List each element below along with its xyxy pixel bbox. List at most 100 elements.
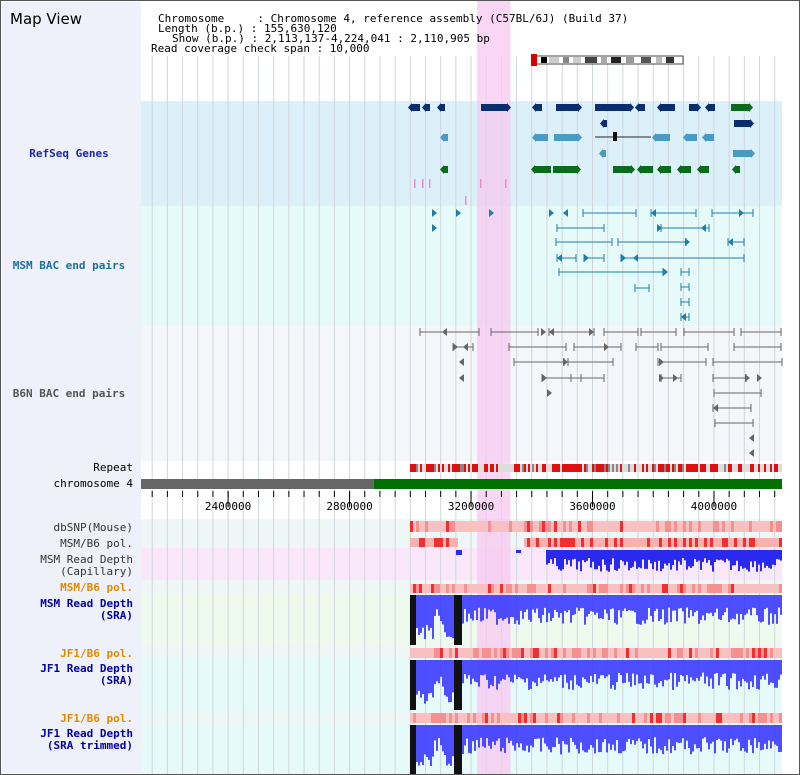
msm-sra-depth-bar — [754, 595, 756, 609]
msm-capillary-depth-bar — [744, 550, 746, 568]
dbsnp-cell — [689, 521, 692, 532]
dbsnp-cell — [680, 521, 683, 532]
jf1-trimmed-depth-bar — [478, 725, 480, 748]
msm-sra-depth-bar — [680, 595, 682, 609]
jf1-b6-pol-cell — [416, 648, 419, 658]
track-label-msm-sra-1[interactable]: MSM Read Depth — [40, 597, 133, 610]
msm-b6-pol-capillary-cell — [755, 538, 758, 547]
track-label-jf1-b6-pol-1[interactable]: JF1/B6 pol. — [60, 647, 133, 660]
b6n-bac-end-marker — [549, 328, 554, 336]
msm-capillary-depth-bar — [676, 550, 678, 571]
track-label-refseq[interactable]: RefSeq Genes — [29, 147, 109, 160]
jf1-sra-depth-bar — [724, 660, 726, 674]
track-label-msm-bac[interactable]: MSM BAC end pairs — [12, 259, 126, 272]
jf1-b6-pol-trim-cell — [728, 713, 731, 723]
dbsnp-cell — [776, 521, 779, 532]
repeat-element — [700, 464, 702, 472]
jf1-sra-depth-bar — [594, 660, 596, 675]
track-label-msm-sra-2: (SRA) — [99, 609, 133, 622]
msm-b6-pol-capillary-cell — [743, 538, 746, 547]
dbsnp-cell — [695, 521, 698, 532]
jf1-sra-depth-bar — [770, 660, 772, 683]
repeat-element — [668, 464, 670, 472]
jf1-trimmed-depth-bar — [410, 725, 412, 774]
msm-sra-depth-bar — [742, 595, 744, 620]
msm-capillary-depth-bar — [686, 550, 688, 570]
repeat-element — [608, 464, 610, 472]
msm-sra-depth-bar — [674, 595, 676, 611]
msm-b6-pol-cell — [539, 584, 542, 593]
track-label-msm-capillary-1[interactable]: MSM Read Depth — [40, 553, 133, 566]
msm-sra-depth-bar — [414, 595, 416, 645]
repeat-element — [522, 464, 524, 472]
track-label-b6n-bac[interactable]: B6N BAC end pairs — [12, 387, 126, 400]
dbsnp-cell — [632, 521, 635, 532]
msm-capillary-depth-bar — [616, 550, 618, 571]
track-label-jf1-sra-1[interactable]: JF1 Read Depth — [40, 662, 133, 675]
msm-b6-pol-cell — [536, 584, 539, 593]
dbsnp-cell — [755, 521, 758, 532]
repeat-element — [454, 464, 456, 472]
jf1-trimmed-depth-bar — [652, 725, 654, 754]
msm-sra-depth-bar — [582, 595, 584, 609]
track-label-jf1-b6-pol-2[interactable]: JF1/B6 pol. — [60, 712, 133, 725]
jf1-sra-depth-bar — [578, 660, 580, 687]
repeat-element — [710, 464, 712, 472]
track-label-repeat[interactable]: Repeat — [93, 461, 133, 474]
jf1-sra-depth-bar — [668, 660, 670, 680]
axis-tick-label: 2800000 — [326, 500, 372, 513]
msm-capillary-depth-bar — [620, 550, 622, 561]
msm-b6-pol-cell — [620, 584, 623, 593]
jf1-b6-pol-trim-cell — [770, 713, 773, 723]
msm-sra-depth-bar — [494, 595, 496, 613]
msm-capillary-depth-bar — [710, 550, 712, 566]
msm-capillary-depth-bar — [570, 550, 572, 567]
msm-bac-end-marker — [681, 313, 686, 321]
jf1-b6-pol-cell — [545, 648, 548, 658]
msm-capillary-depth-bar — [564, 550, 566, 559]
msm-b6-pol-cell — [671, 584, 674, 593]
jf1-trimmed-depth-bar — [780, 725, 782, 752]
msm-capillary-depth-bar — [618, 550, 620, 569]
msm-b6-pol-capillary-cell — [659, 538, 662, 547]
msm-b6-pol-capillary-cell — [665, 538, 668, 547]
track-label-msm-b6-pol-1[interactable]: MSM/B6 pol. — [60, 537, 133, 550]
jf1-sra-depth-bar — [704, 660, 706, 684]
jf1-b6-pol-trim-cell — [776, 713, 779, 723]
msm-b6-pol-capillary-cell — [566, 538, 569, 547]
dbsnp-cell — [650, 521, 653, 532]
dbsnp-cell — [584, 521, 587, 532]
jf1-sra-depth-bar — [604, 660, 606, 679]
track-label-jf1-trimmed-1[interactable]: JF1 Read Depth — [40, 727, 133, 740]
track-label-msm-b6-pol-2[interactable]: MSM/B6 pol. — [60, 581, 133, 594]
dbsnp-cell — [530, 521, 533, 532]
jf1-trimmed-depth-bar — [480, 725, 482, 738]
jf1-b6-pol-trim-cell — [608, 713, 611, 723]
track-label-dbsnp[interactable]: dbSNP(Mouse) — [53, 521, 133, 534]
msm-capillary-depth-bar — [756, 550, 758, 572]
jf1-sra-depth-bar — [640, 660, 642, 684]
msm-sra-depth-bar — [436, 595, 438, 610]
jf1-trimmed-depth-bar — [746, 725, 748, 753]
msm-b6-pol-cell — [542, 584, 545, 593]
dbsnp-cell — [725, 521, 728, 532]
jf1-sra-depth-bar — [666, 660, 668, 681]
msm-capillary-depth-bar — [576, 550, 578, 570]
jf1-b6-pol-cell — [491, 648, 494, 658]
gene-arrow — [635, 103, 639, 112]
jf1-sra-depth-bar — [662, 660, 664, 687]
msm-b6-pol-cell — [464, 584, 467, 593]
dbsnp-cell — [527, 521, 530, 532]
jf1-b6-pol-cell — [458, 648, 461, 658]
jf1-sra-depth-bar — [706, 660, 708, 677]
msm-capillary-depth-bar — [752, 550, 754, 568]
msm-sra-depth-bar — [744, 595, 746, 615]
msm-sra-depth-bar — [700, 595, 702, 620]
jf1-b6-pol-cell — [503, 648, 506, 658]
msm-sra-depth-bar — [518, 595, 520, 625]
gene-arrow — [657, 103, 661, 112]
dbsnp-cell — [521, 521, 524, 532]
track-label-chromosome[interactable]: chromosome 4 — [53, 477, 133, 490]
msm-b6-pol-capillary-cell — [644, 538, 647, 547]
